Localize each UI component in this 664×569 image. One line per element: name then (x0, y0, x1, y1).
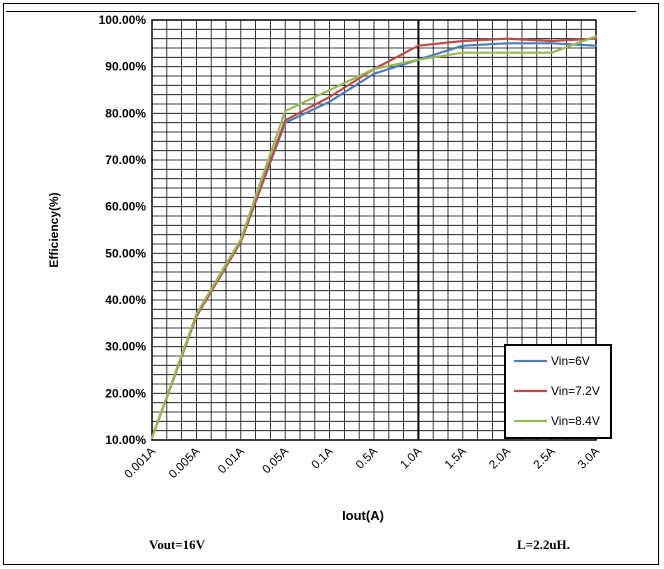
x-tick-label: 0.001A (121, 444, 158, 481)
x-tick-label: 0.05A (259, 444, 291, 476)
plot-area (151, 19, 597, 441)
x-tick-label: 0.1A (308, 444, 335, 471)
y-tick-label: 70.00% (105, 153, 146, 167)
y-tick-label: 80.00% (105, 106, 146, 120)
x-tick-label: 2.5A (530, 444, 557, 471)
y-tick-label: 20.00% (105, 386, 146, 400)
y-tick-label: 10.00% (105, 433, 146, 447)
legend-label: Vin=6V (551, 354, 590, 368)
y-axis-ticks: 10.00% 20.00% 30.00% 40.00% 50.00% 60.00% 70.0… (99, 13, 147, 447)
legend-label: Vin=8.4V (551, 414, 600, 428)
series-lines (150, 35, 598, 439)
inductor-note: L=2.2uH. (517, 537, 570, 552)
y-tick-label: 30.00% (105, 340, 146, 354)
x-tick-label: 2.0A (486, 444, 513, 471)
legend-label: Vin=7.2V (551, 384, 600, 398)
top-rule (6, 11, 636, 12)
y-tick-label: 100.00% (99, 13, 147, 27)
x-axis-title: Iout(A) (342, 508, 384, 523)
x-tick-label: 0.01A (215, 444, 247, 476)
x-tick-label: 3.0A (575, 444, 602, 471)
y-axis-title: Efficiency(%) (47, 192, 61, 267)
y-tick-label: 50.00% (105, 246, 146, 260)
y-tick-label: 90.00% (105, 60, 146, 74)
y-tick-label: 40.00% (105, 293, 146, 307)
vout-note: Vout=16V (149, 537, 206, 552)
series-line-3 (150, 35, 598, 439)
x-tick-label: 0.5A (353, 444, 380, 471)
y-tick-label: 60.00% (105, 200, 146, 214)
x-axis-ticks: 0.001A 0.005A 0.01A 0.05A 0.1A 0.5A 1.0A 1.5A 2.… (121, 444, 602, 481)
chart-legend: Vin=6V Vin=7.2V Vin=8.4V (504, 344, 612, 439)
x-tick-label: 1.0A (397, 444, 424, 471)
x-tick-label: 0.005A (166, 444, 203, 481)
x-tick-label: 1.5A (442, 444, 469, 471)
